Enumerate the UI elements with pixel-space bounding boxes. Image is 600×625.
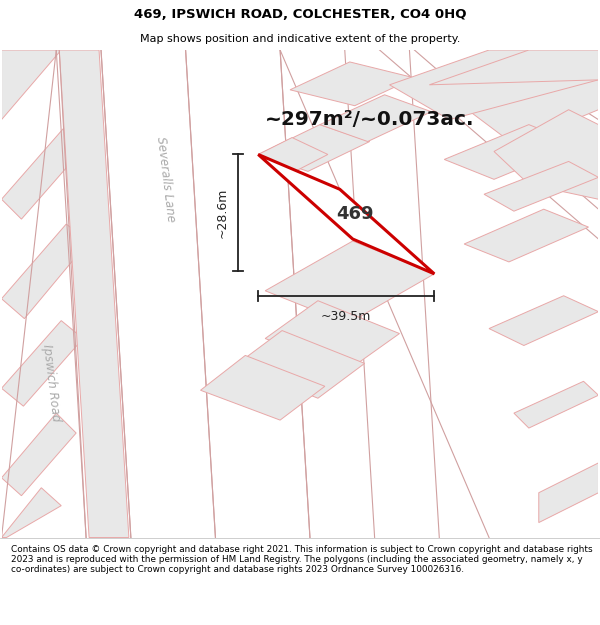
Polygon shape xyxy=(200,356,325,420)
Polygon shape xyxy=(265,301,400,371)
Polygon shape xyxy=(258,154,434,274)
Text: Severalls Lane: Severalls Lane xyxy=(154,136,178,222)
Text: ~297m²/~0.073ac.: ~297m²/~0.073ac. xyxy=(265,110,475,129)
Polygon shape xyxy=(320,95,431,141)
Polygon shape xyxy=(265,241,434,324)
Polygon shape xyxy=(235,331,365,398)
Polygon shape xyxy=(2,321,83,406)
Polygon shape xyxy=(258,124,370,171)
Polygon shape xyxy=(2,50,61,119)
Polygon shape xyxy=(2,488,61,538)
Polygon shape xyxy=(494,110,598,199)
Polygon shape xyxy=(484,161,598,211)
Polygon shape xyxy=(59,50,129,538)
Text: 469, IPSWICH ROAD, COLCHESTER, CO4 0HQ: 469, IPSWICH ROAD, COLCHESTER, CO4 0HQ xyxy=(134,9,466,21)
Text: ~39.5m: ~39.5m xyxy=(321,309,371,322)
Polygon shape xyxy=(430,50,598,85)
Polygon shape xyxy=(444,124,578,179)
Text: Map shows position and indicative extent of the property.: Map shows position and indicative extent… xyxy=(140,34,460,44)
Polygon shape xyxy=(514,381,598,428)
Text: 469: 469 xyxy=(336,205,373,223)
Polygon shape xyxy=(258,138,328,171)
Polygon shape xyxy=(389,50,598,119)
Polygon shape xyxy=(2,413,76,496)
Polygon shape xyxy=(489,296,598,346)
Text: Contains OS data © Crown copyright and database right 2021. This information is : Contains OS data © Crown copyright and d… xyxy=(11,544,592,574)
Text: ~28.6m: ~28.6m xyxy=(215,188,229,238)
Polygon shape xyxy=(290,62,415,106)
Polygon shape xyxy=(464,209,589,262)
Polygon shape xyxy=(2,119,91,219)
Polygon shape xyxy=(434,50,598,144)
Polygon shape xyxy=(539,463,598,522)
Polygon shape xyxy=(101,50,215,538)
Polygon shape xyxy=(185,50,310,538)
Text: Ipswich Road: Ipswich Road xyxy=(40,344,62,422)
Polygon shape xyxy=(2,224,89,319)
Polygon shape xyxy=(2,50,86,538)
